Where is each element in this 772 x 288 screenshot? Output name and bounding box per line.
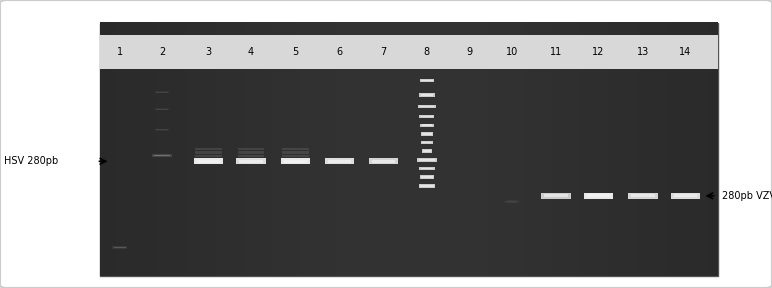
Bar [628,193,658,199]
Bar [195,155,222,156]
Bar [281,158,310,164]
Bar [421,168,433,169]
Bar [195,152,222,153]
Bar [421,94,433,96]
Bar [420,175,434,179]
Bar [283,156,309,157]
Bar [284,160,307,163]
Text: 14: 14 [679,47,692,57]
Bar [154,129,170,130]
Bar [283,149,309,150]
Bar [283,148,309,149]
Bar [152,154,172,158]
Bar [113,247,126,248]
Bar [422,133,432,135]
Bar [283,155,309,156]
Bar [422,141,432,144]
Bar [584,193,613,199]
Bar [238,155,264,156]
Bar [419,93,435,97]
Bar [419,115,435,118]
Bar [328,160,351,163]
Bar [113,247,127,249]
Text: 10: 10 [506,47,518,57]
Text: 2: 2 [159,47,165,57]
Bar [195,156,222,157]
Bar [195,149,222,150]
Bar [195,148,222,149]
Bar [587,194,610,197]
Bar [100,23,718,276]
Bar [283,158,309,159]
Text: 8: 8 [424,47,430,57]
Bar [418,105,435,108]
Bar [369,158,398,164]
Bar [422,142,432,143]
Bar [420,79,434,82]
Text: 13: 13 [637,47,649,57]
Bar [671,193,700,199]
Bar [238,148,264,149]
Text: 280pb VZV: 280pb VZV [722,191,772,201]
Bar [238,152,264,153]
Text: 9: 9 [466,47,472,57]
Bar [421,132,433,136]
Bar [417,158,437,162]
Bar [422,176,432,178]
Bar [544,194,567,197]
Bar [156,129,168,130]
Text: 11: 11 [550,47,562,57]
Bar [238,156,264,157]
Text: 5: 5 [293,47,299,57]
Bar [238,158,264,159]
Bar [197,160,220,163]
Bar [421,116,433,118]
Text: 1: 1 [117,47,123,57]
Bar [419,167,435,170]
Bar [236,158,266,164]
Bar [238,149,264,150]
Bar [422,149,432,153]
Text: 6: 6 [337,47,343,57]
Bar [372,160,395,163]
Bar [420,106,434,107]
Bar [154,109,170,110]
Bar [631,194,655,197]
Bar [239,160,262,163]
Ellipse shape [505,200,519,203]
Bar [156,109,168,110]
Bar [325,158,354,164]
Text: 7: 7 [381,47,387,57]
Text: 4: 4 [248,47,254,57]
Bar [100,35,718,69]
Text: HSV 280pb: HSV 280pb [4,156,58,166]
Bar [154,155,171,156]
Bar [283,152,309,153]
Bar [422,80,432,82]
Bar [420,124,434,127]
Bar [423,150,431,152]
Bar [674,194,697,197]
Text: 3: 3 [205,47,212,57]
Bar [419,159,435,161]
Bar [420,185,434,187]
Bar [194,158,223,164]
Bar [422,124,432,126]
Bar [541,193,571,199]
Bar [195,158,222,159]
Bar [154,91,170,93]
Bar [418,184,435,187]
Text: 12: 12 [592,47,604,57]
